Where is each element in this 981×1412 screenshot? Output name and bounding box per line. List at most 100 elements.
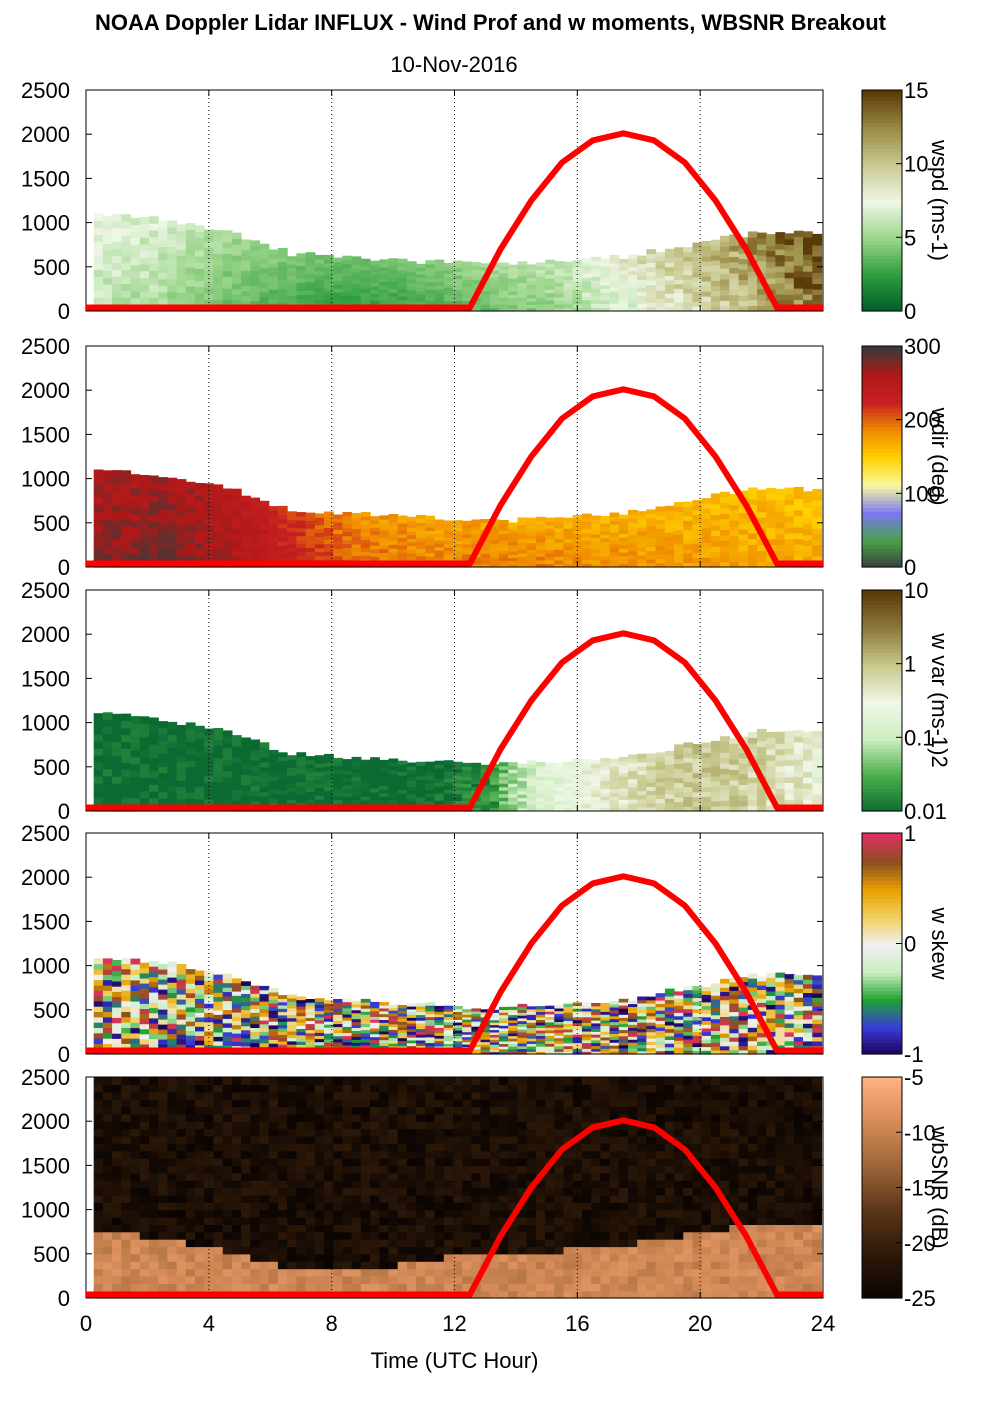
heatmap-cell: [655, 251, 666, 257]
heatmap-cell: [139, 514, 150, 522]
heatmap-cell: [287, 1027, 297, 1032]
heatmap-cell: [222, 299, 233, 306]
heatmap-cell: [462, 793, 472, 798]
heatmap-cell: [333, 291, 343, 297]
heatmap-cell: [379, 1042, 390, 1046]
heatmap-cell: [646, 1028, 657, 1033]
heatmap-cell: [139, 257, 150, 265]
heatmap-cell: [526, 1024, 537, 1029]
heatmap-cell: [296, 1028, 307, 1033]
heatmap-cell: [259, 510, 270, 516]
heatmap-cell: [683, 279, 694, 285]
heatmap-cell: [683, 247, 694, 253]
heatmap-cell: [241, 742, 251, 749]
heatmap-cell: [434, 536, 445, 541]
heatmap-cell: [591, 541, 601, 546]
heatmap-cell: [112, 790, 122, 798]
heatmap-cell: [545, 1046, 555, 1050]
heatmap-cell: [453, 800, 463, 805]
heatmap-cell: [453, 550, 463, 555]
heatmap-cell: [204, 501, 214, 508]
heatmap-cell: [720, 978, 730, 984]
heatmap-cell: [121, 727, 132, 736]
heatmap-cell: [664, 1028, 675, 1033]
heatmap-cell: [738, 789, 749, 796]
heatmap-cell: [720, 273, 730, 280]
heatmap-cell: [149, 229, 159, 238]
heatmap-cell: [803, 788, 813, 795]
heatmap-cell: [149, 495, 159, 503]
heatmap-cell: [710, 295, 721, 302]
colorbar-swatch: [862, 237, 902, 242]
heatmap-cell: [747, 1013, 758, 1019]
heatmap-cell: [434, 800, 445, 805]
heatmap-cell: [545, 259, 555, 264]
heatmap-cell: [581, 525, 592, 530]
heatmap-cell: [655, 562, 666, 568]
heatmap-cell: [231, 539, 242, 546]
heatmap-cell: [416, 765, 426, 770]
heatmap-cell: [416, 537, 426, 542]
colorbar-swatch: [862, 248, 902, 253]
heatmap-cell: [729, 551, 740, 558]
heatmap-cell: [766, 981, 776, 987]
colorbar-label: wdir (deg): [927, 407, 952, 506]
heatmap-cell: [195, 989, 205, 995]
heatmap-cell: [803, 794, 813, 801]
heatmap-cell: [563, 1003, 574, 1008]
heatmap-cell: [176, 249, 187, 256]
heatmap-cell: [305, 512, 316, 518]
heatmap-cell: [628, 262, 638, 268]
heatmap-cell: [277, 760, 288, 766]
heatmap-cell: [250, 765, 261, 771]
heatmap-cell: [793, 270, 804, 278]
heatmap-cell: [176, 1009, 187, 1015]
heatmap-cell: [563, 268, 574, 273]
heatmap-cell: [775, 737, 786, 744]
heatmap-cell: [360, 789, 371, 794]
heatmap-cell: [545, 263, 555, 268]
heatmap-cell: [195, 280, 205, 288]
heatmap-cell: [102, 995, 113, 1002]
heatmap-cell: [517, 559, 528, 564]
heatmap-cell: [554, 538, 565, 543]
heatmap-cell: [674, 796, 684, 803]
heatmap-cell: [471, 783, 482, 788]
heatmap-cell: [563, 286, 574, 291]
heatmap-cell: [287, 1040, 297, 1045]
heatmap-cell: [149, 540, 159, 548]
heatmap-cell: [757, 238, 767, 245]
heatmap-cell: [628, 514, 638, 519]
colorbar-swatch: [862, 467, 902, 472]
heatmap-cell: [646, 271, 657, 277]
heatmap-cell: [701, 542, 712, 548]
heatmap-cell: [628, 270, 638, 276]
heatmap-cell: [185, 536, 196, 544]
heatmap-cell: [425, 552, 436, 557]
heatmap-cell: [93, 283, 104, 291]
heatmap-cell: [112, 262, 122, 270]
heatmap-cell: [628, 1024, 638, 1028]
heatmap-cell: [434, 775, 445, 780]
heatmap-cell: [517, 282, 528, 287]
heatmap-cell: [471, 776, 482, 781]
heatmap-cell: [342, 792, 353, 797]
heatmap-cell: [158, 239, 168, 247]
heatmap-cell: [112, 290, 122, 298]
heatmap-cell: [443, 287, 454, 291]
heatmap-cell: [729, 245, 740, 252]
heatmap-cell: [176, 242, 187, 250]
heatmap-cell: [231, 243, 242, 251]
heatmap-cell: [185, 530, 196, 538]
heatmap-cell: [333, 769, 343, 774]
heatmap-cell: [425, 1008, 436, 1012]
heatmap-cell: [526, 552, 537, 557]
heatmap-cell: [453, 1027, 463, 1031]
heatmap-cell: [130, 553, 141, 561]
colorbar-swatch: [862, 193, 902, 198]
heatmap-cell: [397, 775, 408, 780]
heatmap-cell: [591, 548, 601, 553]
heatmap-cell: [314, 1044, 325, 1049]
heatmap-cell: [296, 261, 307, 267]
